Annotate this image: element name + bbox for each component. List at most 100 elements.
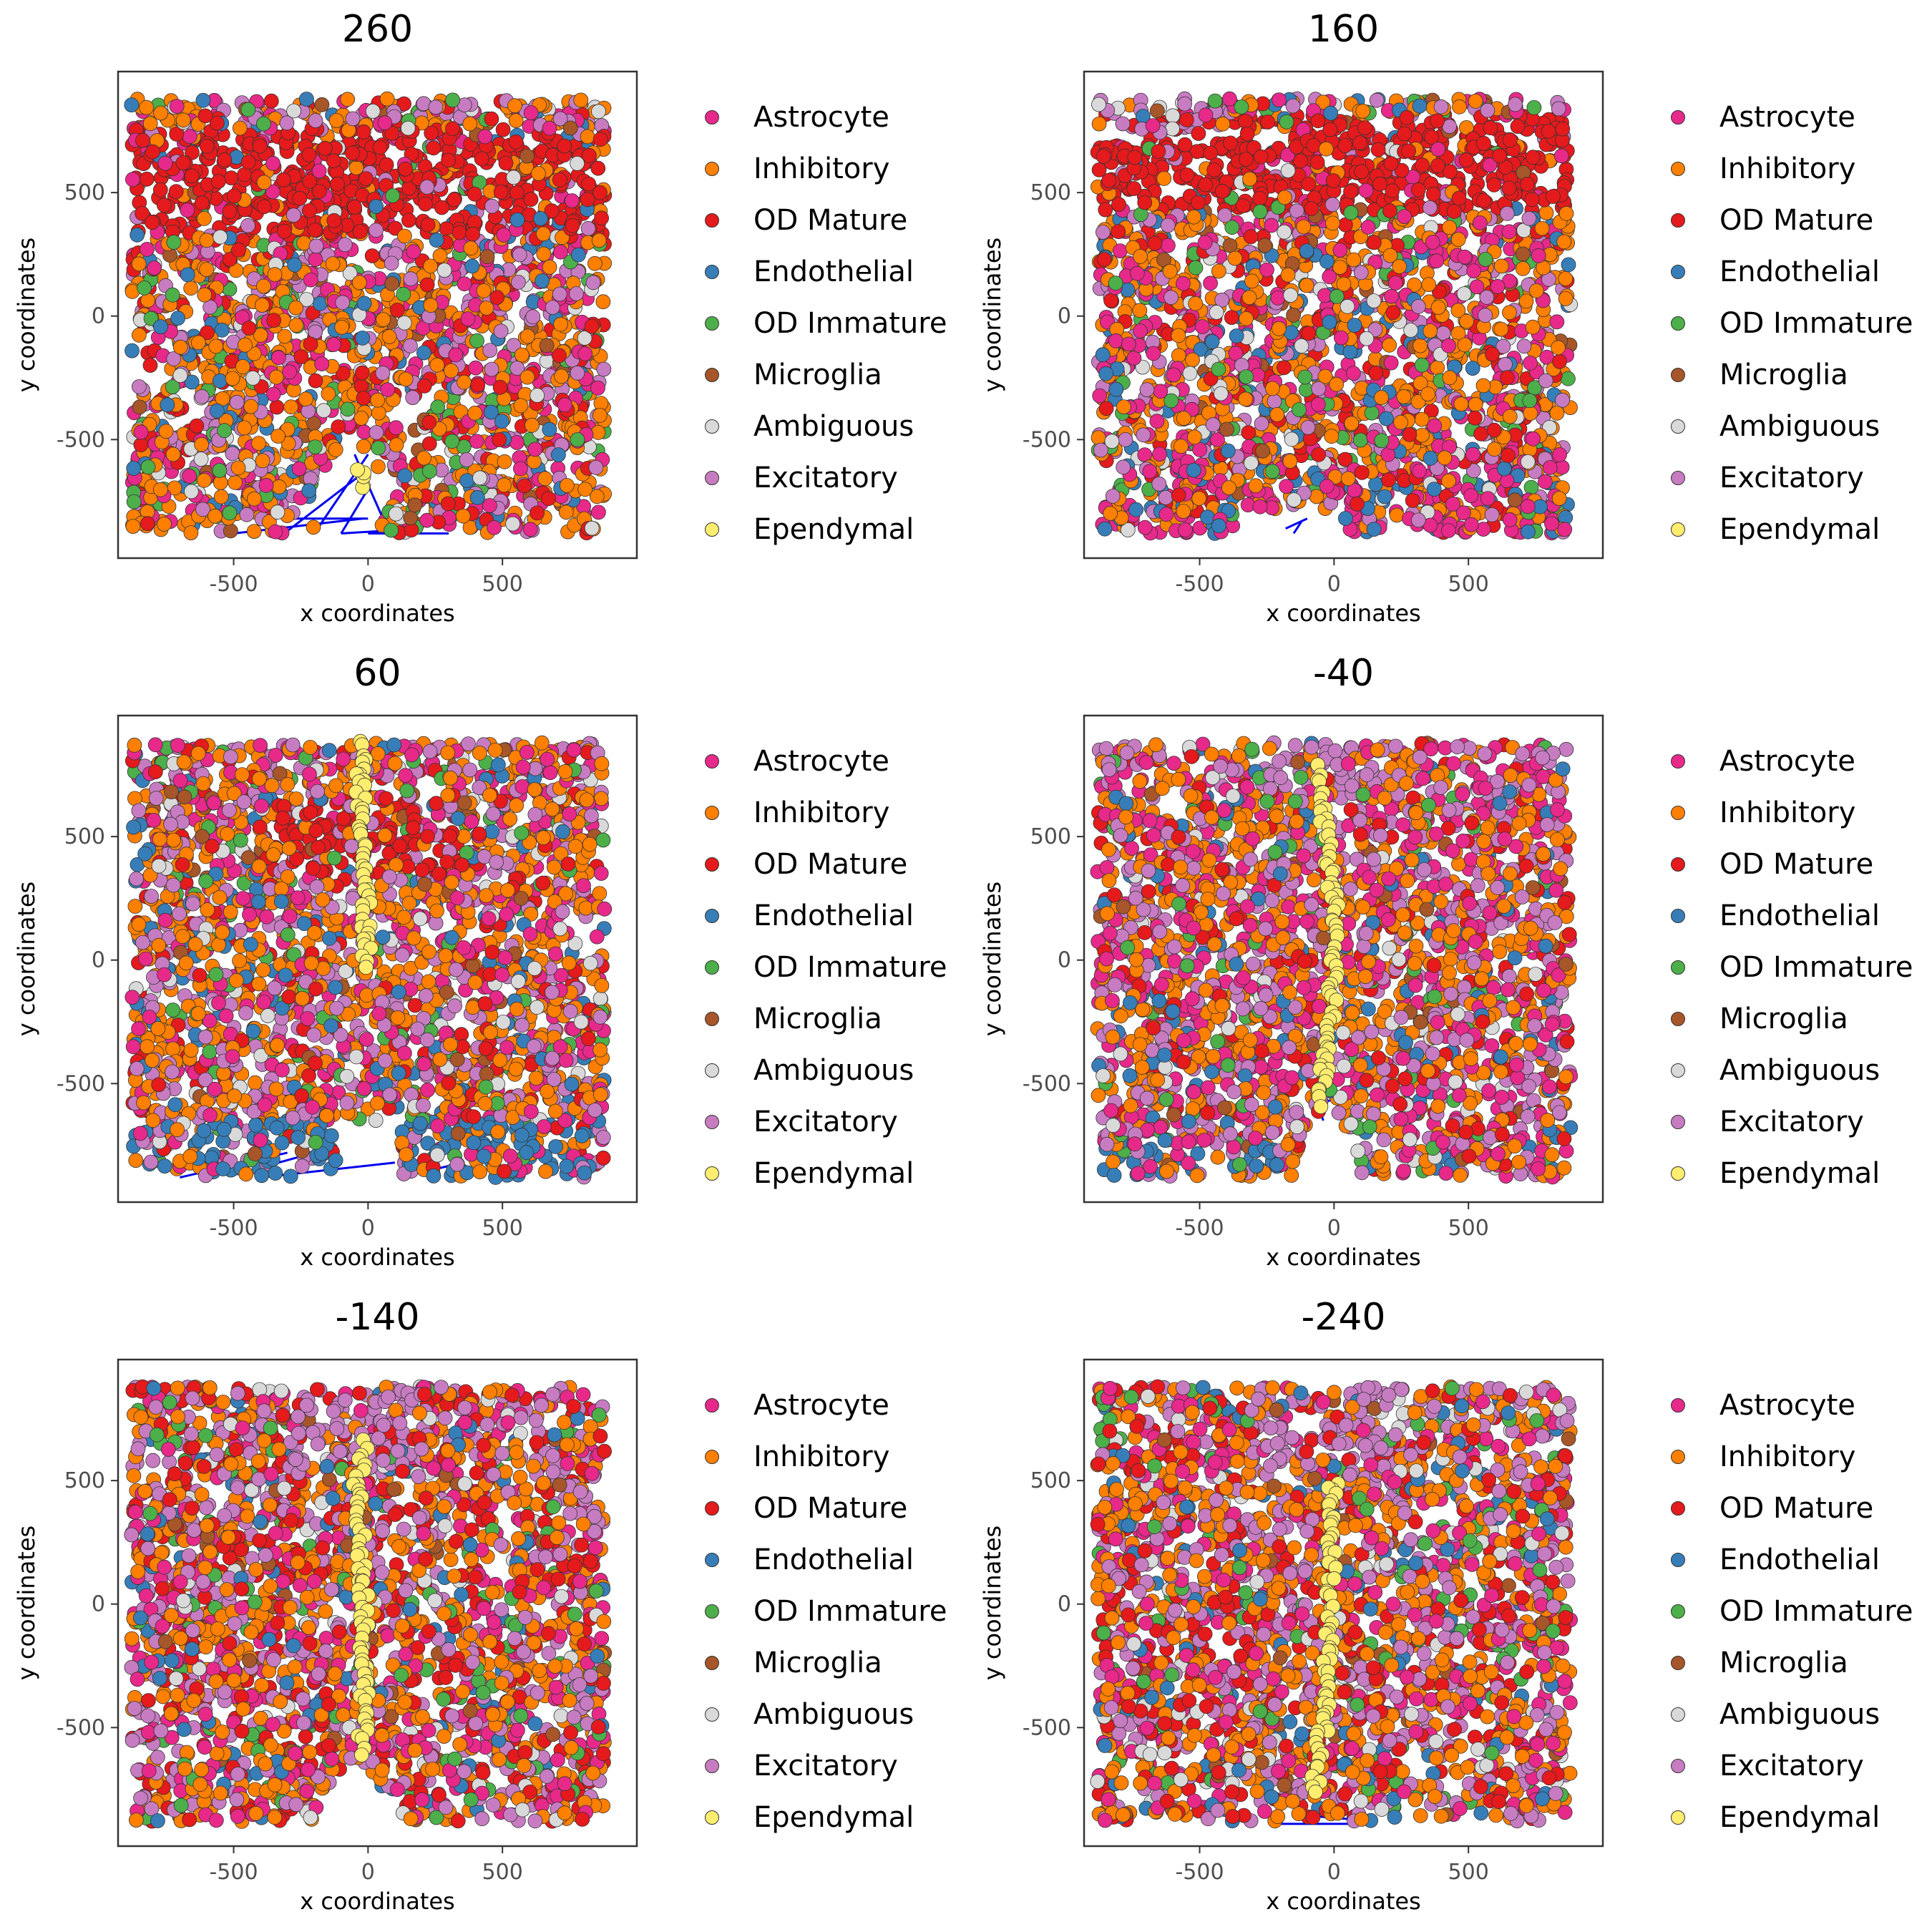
cell-point <box>1299 278 1314 293</box>
cell-point <box>1191 491 1207 506</box>
cell-point <box>1220 443 1236 459</box>
cell-point <box>580 220 596 236</box>
cell-point <box>1458 152 1474 168</box>
cell-point <box>530 388 545 403</box>
cell-point <box>537 471 553 487</box>
legend-swatch <box>705 265 719 279</box>
cell-point <box>335 366 351 381</box>
cell-point <box>1297 369 1313 385</box>
cell-point <box>385 188 401 203</box>
cell-point <box>403 338 418 353</box>
cell-point <box>1523 479 1539 495</box>
legend-swatch <box>705 522 719 537</box>
cell-point <box>1463 488 1479 503</box>
cell-point <box>1186 429 1202 445</box>
legend-swatch <box>705 213 719 228</box>
cell-point <box>296 235 312 251</box>
legend-label: Ependymal <box>753 513 914 546</box>
cell-point <box>492 432 507 447</box>
cell-point <box>493 184 509 200</box>
cell-point <box>406 244 421 260</box>
cell-point <box>142 358 158 373</box>
cell-point <box>469 489 485 505</box>
cell-point <box>1190 195 1206 210</box>
legend-label: Inhibitory <box>753 152 890 185</box>
cell-point <box>457 374 472 390</box>
cell-point <box>397 228 412 244</box>
cell-point <box>396 315 412 331</box>
cell-point <box>1098 202 1113 218</box>
cell-point <box>418 196 433 212</box>
cell-point <box>452 225 467 240</box>
cell-point <box>1556 234 1572 250</box>
cell-point <box>389 437 404 453</box>
cell-point <box>1430 113 1445 129</box>
cell-point <box>513 398 529 414</box>
cell-point <box>298 92 314 107</box>
cell-point <box>1098 401 1114 416</box>
cell-point <box>1347 318 1362 333</box>
cell-point <box>401 213 416 228</box>
cell-point <box>1136 427 1151 443</box>
cell-point <box>145 144 160 160</box>
legend-swatch <box>705 316 719 331</box>
cell-point <box>1518 293 1534 309</box>
cell-point <box>459 473 474 488</box>
cell-point <box>1379 411 1394 426</box>
cell-point <box>403 510 419 526</box>
cell-point <box>1128 502 1144 517</box>
cell-point <box>580 129 595 145</box>
cell-point <box>1269 407 1285 422</box>
cell-point <box>235 359 250 374</box>
cell-point <box>1413 338 1428 353</box>
cell-point <box>1158 490 1174 505</box>
cell-point <box>166 351 182 366</box>
cell-point <box>1289 203 1304 219</box>
cell-point <box>165 447 181 462</box>
cell-point <box>1221 91 1237 107</box>
cell-point <box>183 280 199 296</box>
cell-point <box>1179 167 1195 182</box>
cell-point <box>421 414 437 430</box>
cell-point <box>1310 113 1326 129</box>
cell-point <box>265 386 281 402</box>
cell-point <box>1426 482 1442 497</box>
legend-label: Ambiguous <box>753 410 914 443</box>
cell-point <box>1149 414 1165 429</box>
cell-point <box>269 399 285 415</box>
graph-edge <box>340 488 369 535</box>
cell-point <box>1209 305 1224 320</box>
cell-point <box>1293 153 1309 169</box>
cell-point <box>1095 225 1111 240</box>
cell-point <box>189 418 205 434</box>
graph-edge <box>1285 517 1308 530</box>
cell-point <box>423 258 438 274</box>
cell-point <box>340 92 356 107</box>
cell-point <box>1215 116 1231 132</box>
cell-point <box>1337 138 1353 153</box>
cell-point <box>533 210 548 226</box>
cell-point <box>479 301 494 316</box>
cell-point <box>135 132 150 148</box>
cell-point <box>256 175 272 190</box>
cell-point <box>1188 260 1204 275</box>
cell-point <box>237 420 252 436</box>
cell-point <box>158 424 174 439</box>
cell-point <box>1178 522 1193 537</box>
cell-point <box>562 120 578 136</box>
cell-point <box>487 519 502 535</box>
cell-point <box>1468 93 1483 109</box>
cell-point <box>1244 455 1259 471</box>
cell-point <box>256 199 272 215</box>
cell-point <box>419 512 435 528</box>
cell-point <box>288 300 303 316</box>
cell-point <box>445 92 460 108</box>
cell-point <box>396 286 411 302</box>
cell-point <box>1425 235 1440 250</box>
cell-point <box>447 192 462 208</box>
cell-point <box>1194 319 1210 334</box>
cell-point <box>329 176 345 192</box>
cell-point <box>1412 463 1427 479</box>
cell-point <box>389 506 404 522</box>
